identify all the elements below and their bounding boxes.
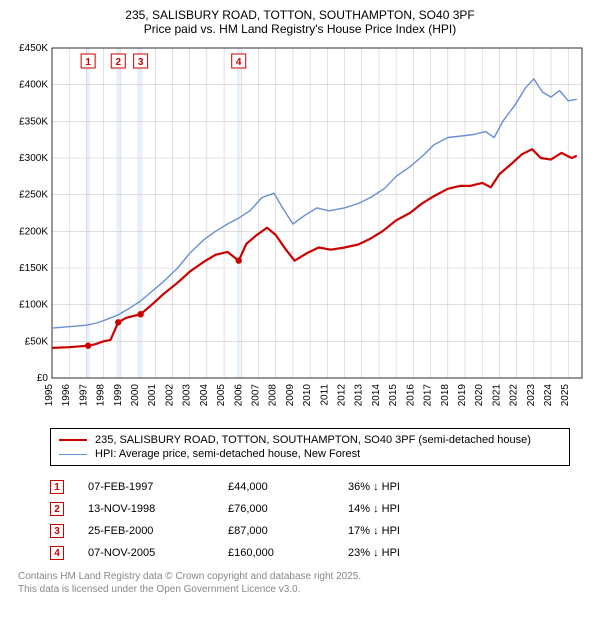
sales-row: 1 07-FEB-1997£44,00036% ↓ HPI [50, 476, 590, 498]
svg-text:2022: 2022 [509, 384, 520, 407]
svg-text:2009: 2009 [285, 384, 296, 407]
sales-table: 1 07-FEB-1997£44,00036% ↓ HPI 2 13-NOV-1998… [50, 476, 590, 564]
sale-diff: 36% ↓ HPI [348, 481, 468, 493]
svg-text:2015: 2015 [388, 384, 399, 407]
svg-text:2020: 2020 [474, 384, 485, 407]
legend-swatch-price-paid [59, 439, 87, 441]
legend-label-price-paid: 235, SALISBURY ROAD, TOTTON, SOUTHAMPTON… [95, 434, 531, 446]
sale-diff: 14% ↓ HPI [348, 503, 468, 515]
svg-text:2012: 2012 [337, 384, 348, 407]
svg-text:2014: 2014 [371, 384, 382, 407]
svg-text:2025: 2025 [560, 384, 571, 407]
svg-text:1: 1 [85, 57, 91, 68]
svg-text:£250K: £250K [19, 190, 48, 201]
svg-text:£100K: £100K [19, 300, 48, 311]
legend: 235, SALISBURY ROAD, TOTTON, SOUTHAMPTON… [50, 428, 570, 466]
line-chart: £0 £50K £100K £150K £200K £250K £300K £350K £400… [10, 40, 590, 420]
svg-text:2004: 2004 [199, 384, 210, 407]
svg-text:2: 2 [115, 57, 121, 68]
legend-label-hpi: HPI: Average price, semi-detached house,… [95, 448, 360, 460]
svg-text:£350K: £350K [19, 116, 48, 127]
sale-date: 25-FEB-2000 [88, 525, 228, 537]
title-block: 235, SALISBURY ROAD, TOTTON, SOUTHAMPTON… [10, 8, 590, 36]
sale-marker-icon: 4 [50, 546, 64, 560]
legend-item-price-paid: 235, SALISBURY ROAD, TOTTON, SOUTHAMPTON… [59, 433, 561, 447]
chart-svg: £0 £50K £100K £150K £200K £250K £300K £350K £400… [10, 40, 590, 420]
legend-item-hpi: HPI: Average price, semi-detached house,… [59, 447, 561, 461]
svg-text:1995: 1995 [44, 384, 55, 407]
svg-text:£150K: £150K [19, 263, 48, 274]
svg-text:1999: 1999 [113, 384, 124, 407]
svg-text:3: 3 [138, 57, 144, 68]
footer: Contains HM Land Registry data © Crown c… [18, 570, 590, 596]
svg-text:1998: 1998 [96, 384, 107, 407]
sales-row: 3 25-FEB-2000£87,00017% ↓ HPI [50, 520, 590, 542]
svg-text:2005: 2005 [216, 384, 227, 407]
sales-row: 4 07-NOV-2005£160,00023% ↓ HPI [50, 542, 590, 564]
svg-text:2002: 2002 [164, 384, 175, 407]
svg-text:2008: 2008 [268, 384, 279, 407]
svg-text:2003: 2003 [182, 384, 193, 407]
footer-line-2: This data is licensed under the Open Gov… [18, 583, 590, 596]
svg-text:2011: 2011 [319, 384, 330, 406]
sale-marker-icon: 2 [50, 502, 64, 516]
sale-price: £76,000 [228, 503, 348, 515]
sale-price: £87,000 [228, 525, 348, 537]
svg-text:£50K: £50K [25, 336, 49, 347]
footer-line-1: Contains HM Land Registry data © Crown c… [18, 570, 590, 583]
svg-text:£0: £0 [37, 373, 49, 384]
svg-text:£300K: £300K [19, 153, 48, 164]
svg-text:2007: 2007 [250, 384, 261, 407]
sales-row: 2 13-NOV-1998£76,00014% ↓ HPI [50, 498, 590, 520]
sale-date: 07-NOV-2005 [88, 547, 228, 559]
svg-text:2013: 2013 [354, 384, 365, 407]
title-line-1: 235, SALISBURY ROAD, TOTTON, SOUTHAMPTON… [10, 8, 590, 22]
sale-marker-icon: 1 [50, 480, 64, 494]
svg-text:2024: 2024 [543, 384, 554, 407]
svg-text:£450K: £450K [19, 43, 48, 54]
svg-text:1996: 1996 [61, 384, 72, 407]
svg-text:2017: 2017 [423, 384, 434, 407]
svg-text:2019: 2019 [457, 384, 468, 407]
svg-text:2016: 2016 [405, 384, 416, 407]
svg-text:1997: 1997 [78, 384, 89, 407]
svg-text:2023: 2023 [526, 384, 537, 407]
sale-price: £44,000 [228, 481, 348, 493]
title-line-2: Price paid vs. HM Land Registry's House … [10, 22, 590, 36]
svg-text:4: 4 [236, 57, 242, 68]
svg-text:£200K: £200K [19, 226, 48, 237]
sale-date: 13-NOV-1998 [88, 503, 228, 515]
legend-swatch-hpi [59, 454, 87, 455]
svg-text:2000: 2000 [130, 384, 141, 407]
sale-diff: 17% ↓ HPI [348, 525, 468, 537]
sale-date: 07-FEB-1997 [88, 481, 228, 493]
svg-text:£400K: £400K [19, 80, 48, 91]
svg-text:2018: 2018 [440, 384, 451, 407]
svg-text:2010: 2010 [302, 384, 313, 407]
sale-diff: 23% ↓ HPI [348, 547, 468, 559]
svg-text:2001: 2001 [147, 384, 158, 407]
chart-container: 235, SALISBURY ROAD, TOTTON, SOUTHAMPTON… [0, 0, 600, 604]
sale-price: £160,000 [228, 547, 348, 559]
sale-marker-icon: 3 [50, 524, 64, 538]
svg-text:2021: 2021 [491, 384, 502, 407]
svg-text:2006: 2006 [233, 384, 244, 407]
